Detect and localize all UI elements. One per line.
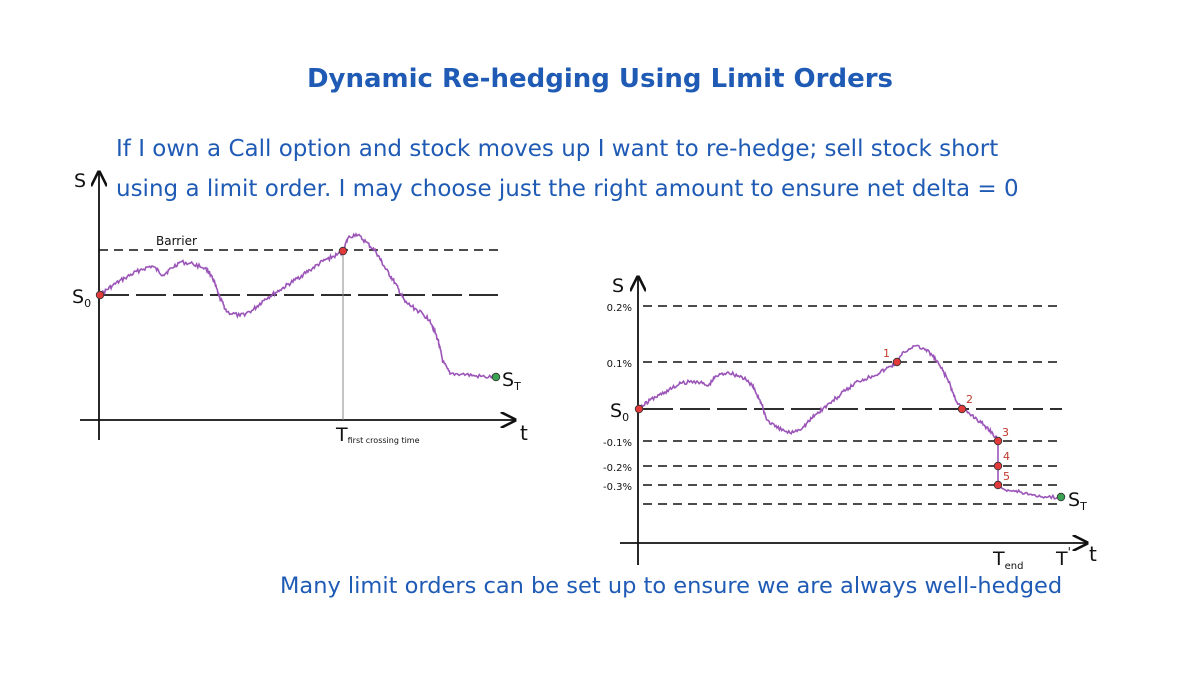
- left-price-path: [99, 232, 497, 380]
- right-diagram: S t 0.2% 0.1% -0.1% -0.2% -0.3% S0 ST Te…: [603, 275, 1097, 572]
- left-x-axis-label: t: [520, 421, 528, 445]
- right-price-path: [638, 344, 1062, 500]
- right-end-label: ST: [1068, 489, 1087, 513]
- footer-text: Many limit orders can be set up to ensur…: [280, 573, 1063, 599]
- order-number-4: 4: [1003, 450, 1010, 463]
- left-y-axis-label: S: [74, 170, 86, 192]
- t-end-label: Tend: [992, 548, 1023, 572]
- order-number-2: 2: [966, 393, 973, 406]
- order-number-1: 1: [883, 347, 890, 360]
- barrier-hit-marker: [338, 246, 348, 256]
- level-label-neg0.1: -0.1%: [603, 438, 632, 449]
- crossing-time-label: Tfirst crossing time: [335, 424, 420, 446]
- right-start-label: S0: [610, 400, 629, 424]
- body-line-1: If I own a Call option and stock moves u…: [116, 136, 999, 162]
- right-start-marker: [634, 404, 644, 414]
- order-marker-2: [957, 404, 967, 414]
- barrier-label: Barrier: [156, 234, 197, 248]
- left-start-marker: [95, 290, 105, 300]
- level-label-0.1: 0.1%: [607, 359, 632, 370]
- left-end-label: ST: [502, 369, 521, 393]
- right-end-marker: [1056, 492, 1066, 502]
- left-end-marker: [491, 372, 501, 382]
- slide-title: Dynamic Re-hedging Using Limit Orders: [306, 64, 894, 94]
- level-label-0.2: 0.2%: [607, 303, 632, 314]
- order-marker-5: [993, 480, 1003, 490]
- right-x-axis-label: t: [1089, 542, 1097, 566]
- body-line-2: using a limit order. I may choose just t…: [116, 176, 1019, 202]
- order-marker-4: [993, 461, 1003, 471]
- order-marker-3: [993, 436, 1003, 446]
- left-diagram: S t Barrier S0 ST Tfirst crossing time: [72, 170, 528, 446]
- level-label-neg0.2: -0.2%: [603, 463, 632, 474]
- order-marker-1: [892, 357, 902, 367]
- right-y-axis-label: S: [612, 275, 624, 297]
- t-prime-label: T': [1055, 545, 1071, 570]
- left-start-label: S0: [72, 286, 91, 310]
- order-number-5: 5: [1003, 470, 1010, 483]
- order-number-3: 3: [1002, 426, 1009, 439]
- level-label-neg0.3: -0.3%: [603, 482, 632, 493]
